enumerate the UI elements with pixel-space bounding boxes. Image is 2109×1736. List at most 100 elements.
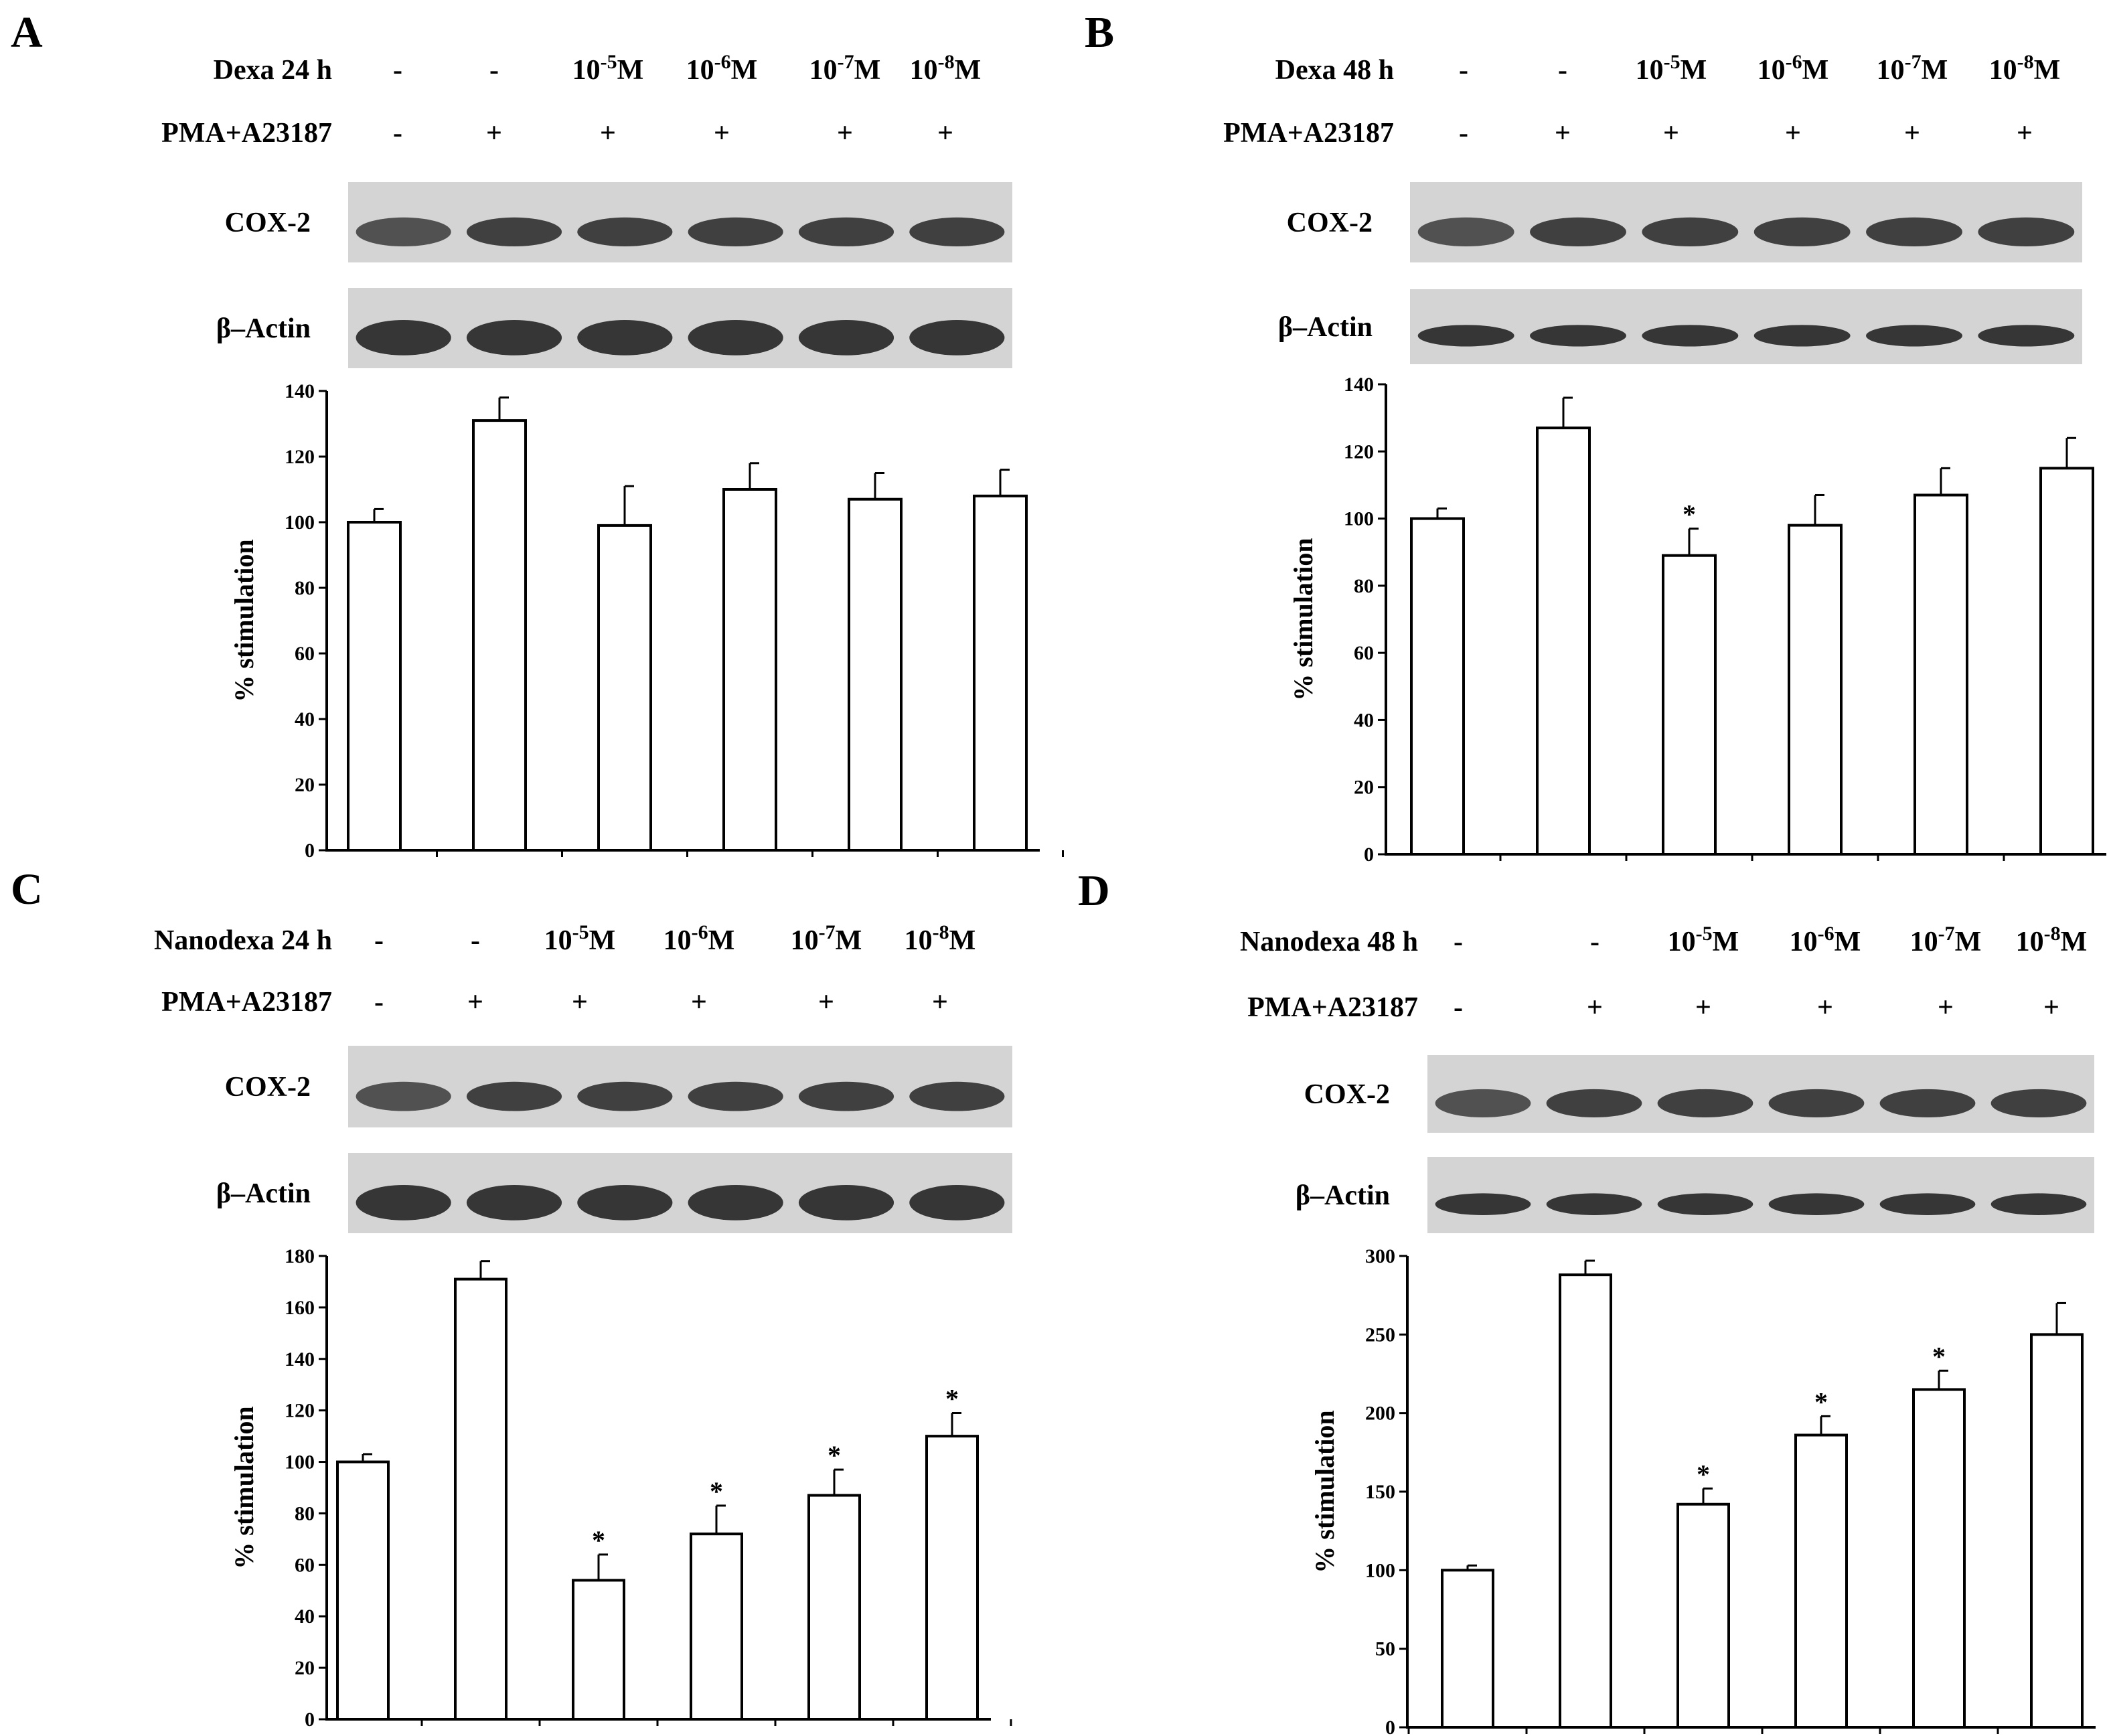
stimulus-sign: + — [600, 118, 616, 149]
blot-actin — [348, 1153, 1012, 1233]
blot-band — [577, 217, 673, 246]
bar — [572, 1579, 625, 1721]
blot-band — [1530, 217, 1626, 246]
bar — [973, 494, 1028, 852]
bar — [1410, 517, 1465, 856]
blot-band — [356, 320, 451, 356]
bar-chart: 0 20 40 60 80 100 120 140 % stimulation — [229, 380, 1064, 862]
blot-band — [356, 1081, 451, 1111]
stimulus-label: PMA+A23187 — [1247, 992, 1418, 1023]
stimulus-sign: + — [572, 987, 588, 1018]
stimulus-sign: + — [837, 118, 853, 149]
concentration-label: 10-6M — [1758, 51, 1829, 86]
bar — [454, 1277, 507, 1721]
blot-band — [1990, 1193, 2087, 1215]
blot-band — [466, 1081, 562, 1111]
blot-label-actin: β–Actin — [216, 313, 311, 344]
bar — [722, 488, 777, 852]
blot-band — [798, 217, 894, 246]
stimulus-sign: + — [932, 987, 948, 1018]
blot-band — [1546, 1089, 1642, 1118]
concentration-label: - — [1459, 55, 1468, 86]
bar — [1913, 493, 1968, 856]
blot-cox2 — [348, 182, 1012, 262]
y-tick-label: 40 — [295, 1605, 315, 1628]
blot-band — [356, 217, 451, 246]
blot-cox2 — [348, 1046, 1012, 1127]
blot-band — [688, 1185, 783, 1220]
stimulus-sign: + — [1938, 992, 1954, 1023]
stimulus-label: PMA+A23187 — [161, 118, 332, 149]
y-tick-label: 150 — [1365, 1481, 1395, 1503]
blot-band — [1879, 1089, 1976, 1118]
blot-band — [909, 1081, 1005, 1111]
bar — [336, 1460, 390, 1721]
stimulus-sign: - — [393, 118, 402, 149]
bar — [1662, 554, 1717, 856]
concentration-label: - — [1558, 55, 1567, 86]
blot-band — [798, 1185, 894, 1220]
blot-band — [1657, 1089, 1753, 1118]
blot-band — [1642, 217, 1739, 246]
y-tick-label: 120 — [285, 446, 315, 468]
bar-chart: 0 20 40 60 80 100 120 140 160 180 % stimulation * * *… — [229, 1245, 1012, 1731]
bar — [1441, 1569, 1494, 1729]
concentration-label: - — [1454, 927, 1463, 957]
bar — [1794, 1433, 1848, 1729]
blot-band — [466, 217, 562, 246]
blot-band — [1417, 325, 1514, 347]
blot-actin — [348, 288, 1012, 368]
blot-label-actin: β–Actin — [1278, 312, 1373, 343]
bar — [2039, 467, 2094, 856]
stimulus-sign: + — [1555, 118, 1571, 149]
blot-band — [688, 1081, 783, 1111]
y-tick-label: 160 — [285, 1297, 315, 1319]
blot-label-actin: β–Actin — [1296, 1180, 1390, 1211]
bar — [848, 497, 903, 852]
concentration-label: 10-7M — [791, 921, 862, 956]
stimulus-sign: + — [1695, 992, 1711, 1023]
stimulus-sign: - — [1459, 118, 1468, 149]
blot-actin — [1410, 289, 2082, 364]
y-tick-label: 100 — [285, 1451, 315, 1474]
bar — [925, 1435, 979, 1721]
blot-band — [466, 1185, 562, 1220]
bar — [1559, 1273, 1612, 1729]
y-tick-label: 100 — [1365, 1559, 1395, 1581]
blot-label-cox2: COX-2 — [225, 1072, 311, 1103]
concentration-label: 10-8M — [910, 51, 982, 86]
y-tick-label: 0 — [305, 1709, 315, 1731]
blot-band — [798, 320, 894, 356]
blot-band — [1753, 325, 1851, 347]
bar — [472, 419, 527, 852]
stimulus-sign: + — [1587, 992, 1603, 1023]
bar-chart: 0 20 40 60 80 100 120 140 % stimulation * — [1288, 374, 2106, 866]
concentration-label: 10-5M — [1668, 923, 1739, 957]
panel-letter: D — [1078, 866, 1110, 915]
stimulus-sign: + — [467, 987, 483, 1018]
blot-band — [1546, 1193, 1642, 1215]
blot-cox2 — [1427, 1055, 2094, 1133]
blot-band — [356, 1185, 451, 1220]
concentration-label: - — [471, 925, 480, 956]
y-tick-label: 120 — [1344, 441, 1374, 463]
blot-band — [688, 217, 783, 246]
y-tick-label: 140 — [285, 380, 315, 402]
stimulus-sign: + — [2043, 992, 2059, 1023]
blot-label-cox2: COX-2 — [1304, 1079, 1390, 1110]
significance-star: * — [945, 1384, 959, 1414]
panel-a: A Dexa 24 h PMA+A23187 - - 10-5M 10-6M 10-7M 10-… — [11, 8, 1064, 862]
concentration-label: 10-7M — [1910, 923, 1982, 957]
bar-chart: 0 50 100 150 200 250 300 % stimulation * * * — [1310, 1245, 2096, 1736]
y-tick-label: 0 — [1385, 1717, 1395, 1736]
stimulus-sign: + — [486, 118, 502, 149]
blot-actin — [1427, 1157, 2094, 1233]
y-tick-label: 60 — [1354, 642, 1374, 664]
blot-band — [688, 320, 783, 356]
y-axis-label: % stimulation — [1288, 538, 1318, 700]
y-tick-label: 140 — [1344, 374, 1374, 396]
stimulus-sign: + — [818, 987, 834, 1018]
y-axis-label: % stimulation — [229, 539, 259, 702]
treatment-label: Dexa 48 h — [1275, 55, 1394, 86]
